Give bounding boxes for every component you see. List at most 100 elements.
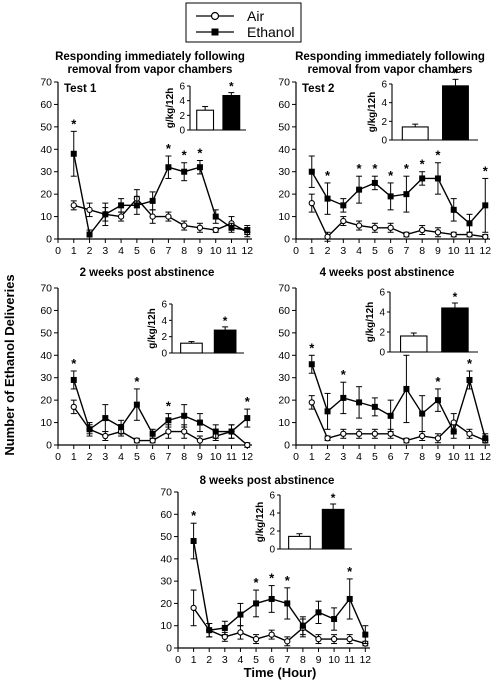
data-point-air xyxy=(434,229,442,236)
data-point-air xyxy=(324,233,331,240)
data-point-ethanol xyxy=(244,227,251,234)
data-point-air xyxy=(196,224,204,231)
data-point-air xyxy=(403,231,410,238)
data-point-ethanol xyxy=(371,179,378,186)
y-tick-label: 10 xyxy=(160,620,172,632)
x-tick-label: 12 xyxy=(241,451,253,463)
data-point-air xyxy=(165,213,172,220)
significance-star: * xyxy=(467,356,473,371)
x-tick-label: 8 xyxy=(300,654,306,666)
data-point-ethanol xyxy=(102,211,109,218)
data-point-air xyxy=(70,202,77,209)
data-point-ethanol xyxy=(268,595,275,602)
x-tick-label: 9 xyxy=(197,245,203,257)
x-tick-label: 5 xyxy=(253,654,259,666)
y-tick-label: 10 xyxy=(278,211,290,223)
legend: Air Ethanol xyxy=(185,2,302,43)
y-tick-label: 40 xyxy=(40,144,52,156)
significance-star: * xyxy=(435,148,441,163)
x-tick-label: 11 xyxy=(464,451,475,463)
x-tick-label: 7 xyxy=(284,654,290,666)
x-tick-label: 1 xyxy=(191,654,197,666)
x-tick-label: 7 xyxy=(403,245,409,257)
x-tick-label: 5 xyxy=(372,245,378,257)
inset-bar-ethanol xyxy=(222,94,241,131)
data-point-ethanol xyxy=(450,428,457,435)
significance-star: * xyxy=(483,163,489,178)
x-tick-label: 0 xyxy=(55,245,61,257)
series-ethanol xyxy=(308,354,489,444)
inset-y-tick-label: 0 xyxy=(381,136,387,147)
y-tick-label: 40 xyxy=(278,350,290,362)
x-tick-label: 4 xyxy=(118,451,124,463)
x-tick-label: 9 xyxy=(435,451,441,463)
y-tick-label: 50 xyxy=(278,327,290,339)
data-point-air xyxy=(244,441,251,449)
x-tick-label: 11 xyxy=(344,654,355,666)
data-point-ethanol xyxy=(228,224,235,231)
data-point-ethanol xyxy=(196,419,203,426)
data-point-air xyxy=(212,226,219,234)
x-tick-label: 2 xyxy=(87,245,93,257)
data-point-air xyxy=(86,206,93,213)
data-point-air xyxy=(284,638,291,645)
series-line xyxy=(193,607,366,645)
series-air xyxy=(190,589,369,647)
panel-4: 0102030405060700123456789101112*****0246… xyxy=(278,283,491,464)
legend-air-marker xyxy=(210,11,220,21)
inset-y-tick-label: 0 xyxy=(179,126,185,137)
x-tick-label: 4 xyxy=(238,654,244,666)
data-point-ethanol xyxy=(324,195,331,202)
series-ethanol xyxy=(70,370,251,439)
significance-star: * xyxy=(254,575,260,590)
y-tick-label: 30 xyxy=(40,372,52,384)
data-point-air xyxy=(190,604,197,612)
data-point-ethanol xyxy=(403,191,410,198)
y-tick-label: 50 xyxy=(160,531,172,543)
x-tick-label: 8 xyxy=(419,451,425,463)
y-tick-label: 0 xyxy=(166,643,172,655)
inset-y-tick-label: 4 xyxy=(179,96,185,107)
data-point-ethanol xyxy=(181,168,188,175)
y-tick-label: 30 xyxy=(278,166,290,178)
data-point-air xyxy=(355,430,363,437)
data-point-air xyxy=(340,430,347,437)
series-line xyxy=(311,171,486,225)
inset-y-label: g/kg/12h xyxy=(367,92,378,133)
x-tick-label: 12 xyxy=(241,245,253,257)
data-point-ethanol xyxy=(284,600,291,607)
data-point-ethanol xyxy=(340,394,347,401)
y-tick-label: 20 xyxy=(40,395,52,407)
inset-y-label: g/kg/12h xyxy=(165,88,176,129)
y-tick-label: 40 xyxy=(160,553,172,565)
data-point-ethanol xyxy=(331,616,338,623)
significance-star: * xyxy=(341,367,347,382)
inset-significance-star: * xyxy=(453,66,458,80)
inset-bar-air xyxy=(288,535,311,550)
y-tick-label: 20 xyxy=(278,189,290,201)
data-point-air xyxy=(308,399,315,406)
legend-ethanol-marker xyxy=(211,28,219,36)
inset-y-label: g/kg/12h xyxy=(365,302,376,343)
significance-star: * xyxy=(71,356,77,371)
significance-star: * xyxy=(197,146,203,161)
y-tick-label: 60 xyxy=(160,509,172,521)
y-tick-label: 60 xyxy=(40,99,52,111)
x-tick-label: 5 xyxy=(372,451,378,463)
inset-y-tick-label: 6 xyxy=(269,491,275,502)
x-tick-label: 0 xyxy=(293,245,299,257)
significance-star: * xyxy=(134,374,140,389)
x-tick-label: 12 xyxy=(479,245,491,257)
inset-y-tick-label: 6 xyxy=(379,288,385,299)
data-point-ethanol xyxy=(466,220,473,227)
data-point-ethanol xyxy=(346,595,353,602)
x-tick-label: 2 xyxy=(206,654,212,666)
data-point-air xyxy=(466,430,473,437)
y-tick-label: 0 xyxy=(284,440,290,452)
significance-star: * xyxy=(191,508,197,523)
series-air xyxy=(70,189,251,238)
inset-y-tick-label: 0 xyxy=(269,545,275,556)
y-tick-label: 20 xyxy=(160,598,172,610)
data-point-air xyxy=(268,631,275,638)
data-point-ethanol xyxy=(356,186,363,193)
